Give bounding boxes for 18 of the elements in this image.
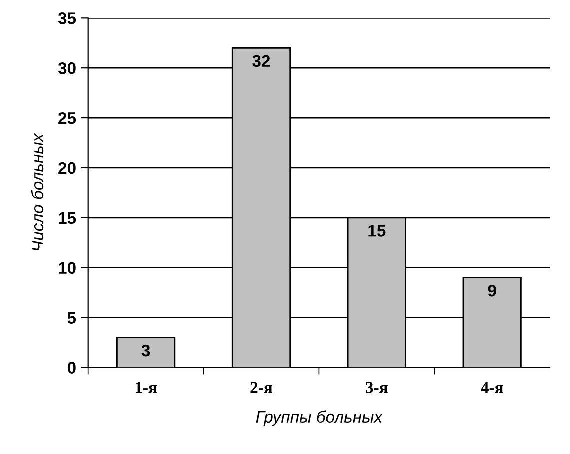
x-tick-label: 4-я <box>481 382 504 394</box>
y-tick-label: 35 <box>58 12 76 24</box>
y-tick-label: 15 <box>59 212 76 224</box>
y-tick-label: 25 <box>58 112 76 124</box>
y-tick-label: 30 <box>58 62 76 74</box>
y-axis-title: Число больных <box>31 133 44 250</box>
y-tick-label: 0 <box>68 362 76 374</box>
data-label: 3 <box>142 344 150 357</box>
data-label: 9 <box>488 284 496 297</box>
y-tick-label: 20 <box>58 162 76 174</box>
x-axis-title: Группы больных <box>256 410 384 426</box>
y-tick-label: 5 <box>68 312 76 324</box>
y-tick-label: 10 <box>59 262 76 274</box>
x-tick-label: 3-я <box>366 382 388 394</box>
data-label: 32 <box>252 55 270 68</box>
x-tick-label: 1-я <box>136 382 158 394</box>
data-label: 15 <box>368 225 386 237</box>
x-tick-label: 2-я <box>250 382 272 394</box>
